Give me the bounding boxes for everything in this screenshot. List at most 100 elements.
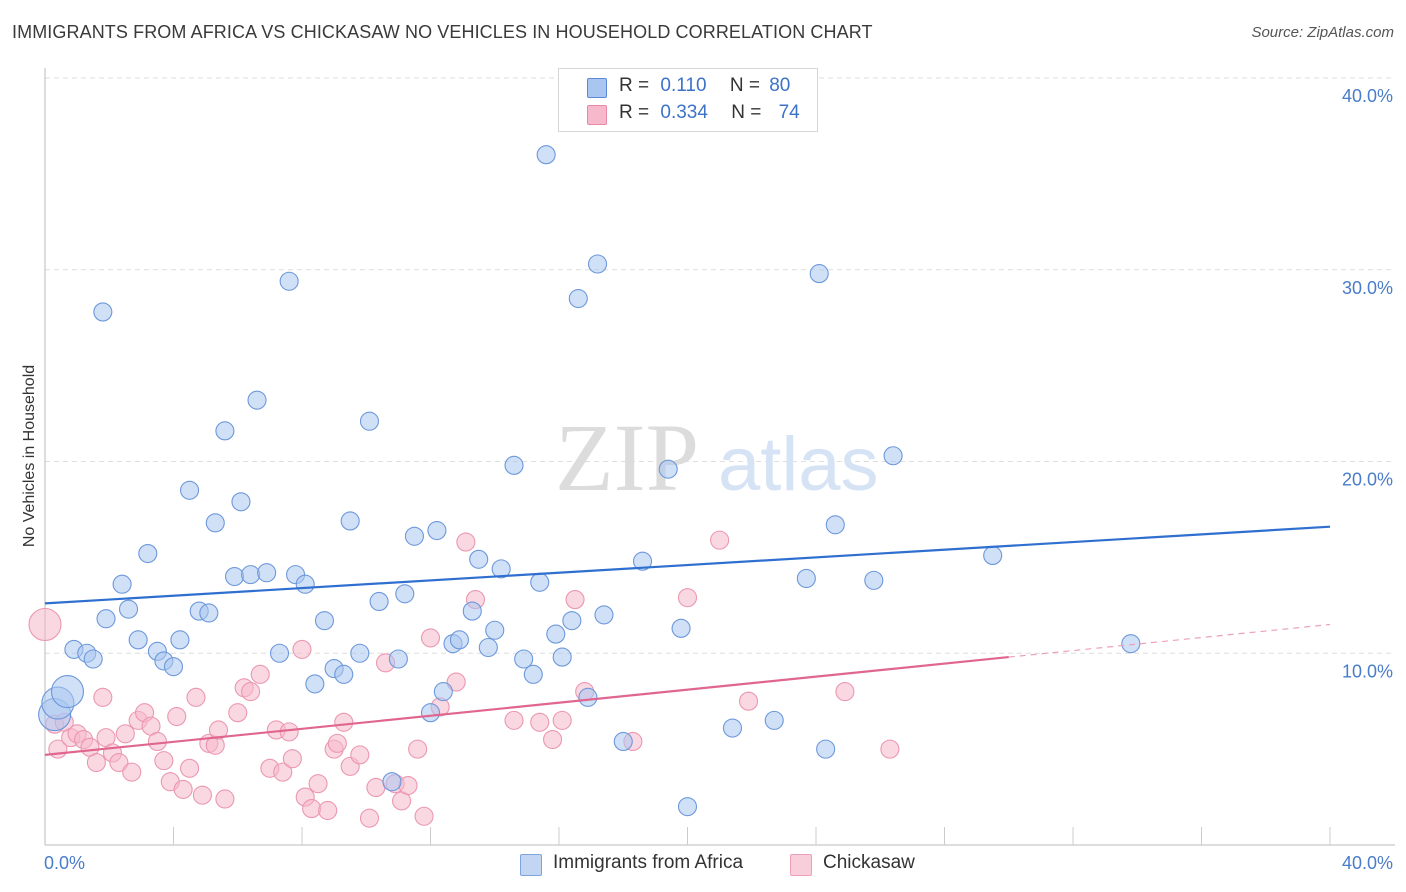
africa-point [340,511,360,531]
chickasaw-point [208,720,229,740]
africa-point [546,624,566,644]
legend-n-value: 74 [778,102,800,123]
africa-point [205,513,225,533]
africa-point [658,459,678,479]
africa-point [50,675,85,709]
chickasaw-point [420,628,441,648]
africa-trend-line [44,525,1331,605]
legend-n-label: N = [729,75,760,96]
chickasaw-point [302,799,322,819]
y-axis-label: No Vehicles in Household [21,365,38,547]
y-tick-label: 10.0% [1342,661,1393,681]
africa-point [536,145,556,165]
africa-point [241,565,261,585]
africa-point [231,492,251,512]
legend-r-label: R = [619,75,650,96]
chickasaw-point [173,779,193,799]
chickasaw-point [167,706,187,727]
chickasaw-point [350,745,370,765]
chickasaw-trend-extension [1008,623,1331,658]
africa-point [504,455,524,475]
africa-point [163,657,184,677]
chickasaw-point [327,733,347,753]
africa-point [199,603,219,623]
africa-point [369,591,389,612]
chickasaw-point [334,712,354,732]
africa-point [462,601,482,621]
legend-label-africa: Immigrants from Africa [553,852,744,873]
chart-title: IMMIGRANTS FROM AFRICA VS CHICKASAW NO V… [12,22,873,42]
africa-point [883,446,903,466]
africa-point [491,559,511,579]
chickasaw-point [408,739,428,759]
africa-point [485,620,505,640]
y-tick-label: 30.0% [1342,278,1393,298]
chickasaw-point [279,722,299,742]
africa-point [523,664,543,684]
chickasaw-point [880,739,900,759]
chickasaw-point [318,800,338,821]
africa-point [469,549,489,569]
africa-point [170,630,190,650]
chickasaw-point [109,752,129,773]
africa-point [449,630,469,650]
legend-r-label: R = [619,102,650,123]
africa-point [722,718,743,738]
chickasaw-point [154,751,174,771]
africa-point [382,772,402,792]
chickasaw-point [456,532,476,552]
africa-point [269,643,290,663]
chickasaw-point [282,749,302,769]
africa-point [427,520,447,541]
chickasaw-point [192,785,212,805]
chickasaw-point [530,712,550,732]
chickasaw-point [398,776,418,796]
africa-point [96,609,116,629]
africa-point [388,649,408,669]
africa-point [247,390,267,410]
africa-point [816,739,836,759]
legend-swatch-africa [520,854,542,876]
africa-point [796,568,816,589]
source-credit: Source: ZipAtlas.com [1251,24,1394,41]
chickasaw-point [250,664,270,684]
stats-legend: R = 0.110 N = 80 R = 0.334 N = 74 [558,68,818,132]
trend-lines [44,525,1331,756]
africa-point [314,611,335,631]
africa-point [420,703,441,723]
chickasaw-point [122,762,142,782]
chickasaw-point [543,729,563,750]
africa-point [128,630,148,650]
chickasaw-point [273,762,293,782]
africa-point [112,574,132,594]
africa-point [568,288,588,309]
africa-point [118,599,139,619]
africa-point [180,480,200,500]
africa-point [594,605,614,625]
africa-point [350,643,370,663]
chickasaw-point [366,777,386,798]
africa-point [359,411,380,431]
chickasaw-point [552,710,572,730]
chickasaw-points [28,530,900,828]
africa-point [983,545,1003,566]
legend-n-label: N = [731,102,762,123]
africa-point [514,649,534,669]
africa-points [38,83,1141,817]
africa-point [552,647,572,667]
africa-point [825,515,845,535]
chickasaw-point [504,710,524,730]
y-tick-label: 20.0% [1342,470,1393,490]
watermark-zip: ZIP [555,404,699,511]
africa-point [478,637,498,658]
y-tick-label: 40.0% [1342,86,1393,106]
africa-point [224,566,245,587]
legend-r-value: 0.110 [660,75,707,96]
africa-point [587,254,608,274]
africa-point [215,421,235,441]
africa-point [530,572,550,592]
africa-point [671,618,691,638]
chickasaw-point [180,758,200,778]
africa-point [138,543,158,564]
legend-label-chickasaw: Chickasaw [823,852,915,873]
